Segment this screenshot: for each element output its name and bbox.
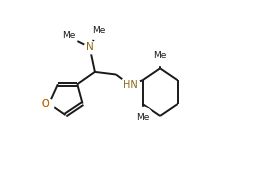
Text: O: O xyxy=(41,99,49,109)
Text: N: N xyxy=(85,42,93,52)
Text: Me: Me xyxy=(91,26,105,35)
Text: Me: Me xyxy=(61,31,75,40)
Text: O: O xyxy=(41,99,49,109)
Text: Me: Me xyxy=(135,113,149,122)
Text: Me: Me xyxy=(153,51,166,60)
Text: HN: HN xyxy=(122,80,137,90)
